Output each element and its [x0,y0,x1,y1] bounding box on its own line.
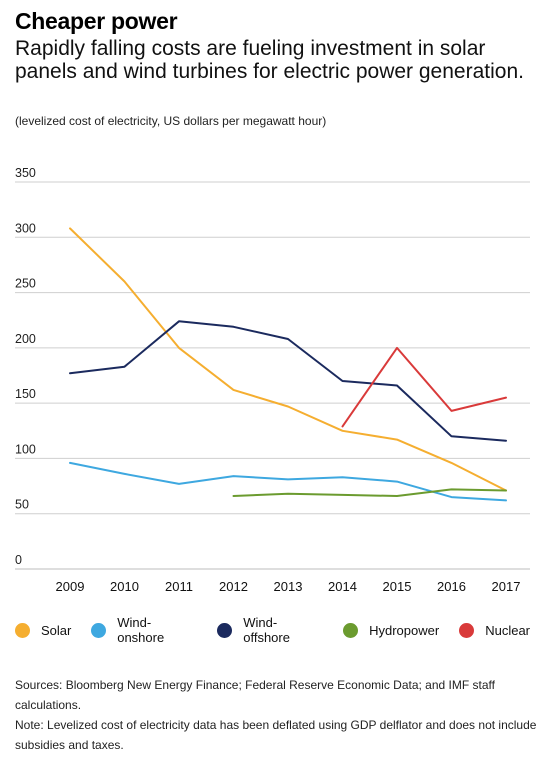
x-tick-label: 2017 [492,579,521,594]
legend: Solar Wind-onshore Wind-offshore Hydropower… [15,615,550,645]
units-note: (levelized cost of electricity, US dolla… [15,114,327,128]
legend-item-wind-offshore: Wind-offshore [217,615,323,645]
legend-label: Solar [41,622,72,638]
chart-title: Cheaper power [15,8,178,34]
x-tick-label: 2010 [110,579,139,594]
y-tick-label: 150 [15,387,36,401]
footnotes: Sources: Bloomberg New Energy Finance; F… [15,675,540,755]
series-line-wind-offshore [69,320,507,442]
legend-item-nuclear: Nuclear [459,622,530,638]
series-line-hydropower [232,488,507,497]
legend-label: Wind-onshore [117,615,165,645]
x-tick-label: 2014 [328,579,357,594]
x-tick-label: 2009 [56,579,85,594]
grid-layer [15,181,530,570]
series-line-nuclear [341,346,507,428]
y-tick-label: 250 [15,277,36,291]
legend-swatch [459,622,475,638]
x-tick-label: 2011 [165,579,193,594]
y-tick-label: 300 [15,221,36,235]
legend-label: Wind-offshore [243,615,290,645]
x-axis: 2009 2010 2011 2012 2013 2014 2015 2016 2017 [56,579,521,594]
legend-swatch [217,622,233,638]
legend-item-hydropower: Hydropower [343,622,440,638]
y-tick-label: 350 [15,166,36,180]
legend-swatch [15,622,30,638]
series-layer [69,227,507,502]
x-tick-label: 2013 [274,579,303,594]
y-tick-label: 50 [15,498,29,512]
y-tick-label: 200 [15,332,36,346]
legend-label: Hydropower [369,622,440,638]
legend-item-wind-onshore: Wind-onshore [91,615,197,645]
x-tick-label: 2016 [437,579,466,594]
legend-swatch [91,622,107,638]
x-tick-label: 2015 [383,579,412,594]
x-tick-label: 2012 [219,579,248,594]
deflation-note: Note: Levelized cost of electricity data… [15,718,537,752]
legend-label: Nuclear [485,622,530,638]
legend-item-solar: Solar [15,622,72,638]
chart-subtitle: Rapidly falling costs are fueling invest… [15,37,524,83]
y-tick-label: 100 [15,442,36,456]
legend-swatch [343,622,359,638]
y-tick-label: 0 [15,553,22,567]
y-axis: 0 50 100 150 200 250 300 350 [15,166,36,567]
sources-note: Sources: Bloomberg New Energy Finance; F… [15,678,495,712]
series-line-solar [69,227,507,492]
